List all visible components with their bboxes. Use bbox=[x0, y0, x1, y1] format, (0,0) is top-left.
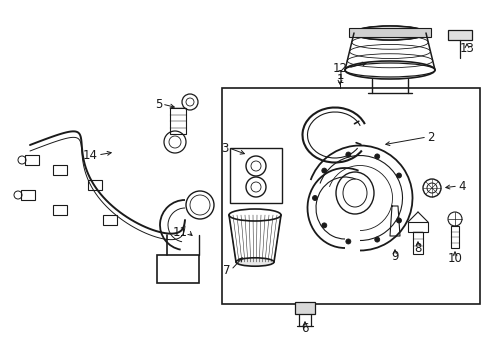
Bar bbox=[53, 205, 67, 215]
Bar bbox=[170, 108, 185, 134]
Text: 1: 1 bbox=[336, 69, 343, 82]
Text: 9: 9 bbox=[390, 249, 398, 262]
Text: 11: 11 bbox=[173, 225, 187, 239]
Bar bbox=[229, 148, 282, 203]
Bar bbox=[407, 222, 427, 232]
Circle shape bbox=[321, 168, 326, 173]
Bar bbox=[222, 88, 479, 304]
Text: 10: 10 bbox=[447, 252, 462, 265]
Bar bbox=[103, 215, 117, 225]
Bar bbox=[25, 155, 39, 165]
Bar bbox=[450, 226, 458, 248]
Bar bbox=[53, 165, 67, 175]
Text: 4: 4 bbox=[457, 180, 465, 193]
Circle shape bbox=[321, 223, 326, 228]
Text: 2: 2 bbox=[426, 131, 434, 144]
Bar bbox=[21, 190, 35, 200]
Text: 7: 7 bbox=[223, 264, 230, 276]
Bar bbox=[294, 302, 314, 314]
Text: 12: 12 bbox=[332, 62, 347, 75]
Bar bbox=[348, 28, 430, 37]
Bar bbox=[447, 30, 471, 40]
Text: 14: 14 bbox=[83, 149, 98, 162]
Bar bbox=[88, 180, 102, 190]
Ellipse shape bbox=[353, 26, 425, 40]
Bar bbox=[157, 255, 199, 283]
Text: 1: 1 bbox=[336, 72, 343, 86]
Text: 8: 8 bbox=[413, 242, 421, 255]
Circle shape bbox=[345, 239, 350, 244]
Circle shape bbox=[312, 195, 317, 201]
Ellipse shape bbox=[236, 258, 273, 266]
Circle shape bbox=[345, 152, 350, 157]
Circle shape bbox=[374, 154, 379, 159]
Circle shape bbox=[396, 218, 401, 223]
Text: 3: 3 bbox=[221, 141, 228, 154]
Text: 6: 6 bbox=[301, 321, 308, 334]
Text: 5: 5 bbox=[154, 98, 162, 111]
Circle shape bbox=[374, 237, 379, 242]
Text: 13: 13 bbox=[459, 41, 473, 54]
Circle shape bbox=[396, 173, 401, 178]
Bar bbox=[412, 232, 422, 254]
